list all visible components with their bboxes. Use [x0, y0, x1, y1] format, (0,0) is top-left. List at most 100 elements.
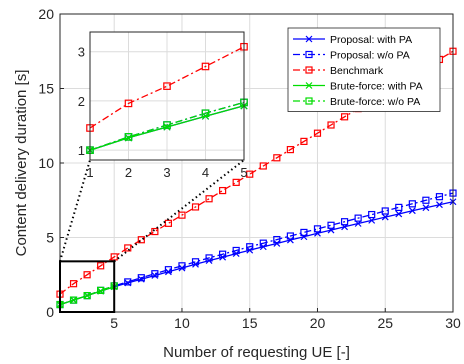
data-point — [408, 200, 416, 208]
data-point — [110, 253, 118, 261]
x-axis-label: Number of requesting UE [-] — [163, 344, 350, 361]
y-axis-label: Content delivery duration [s] — [13, 70, 30, 257]
data-point — [300, 228, 308, 237]
data-point — [69, 296, 78, 304]
data-point — [408, 207, 416, 215]
data-point — [83, 292, 91, 300]
x-tick-label: 10 — [174, 315, 190, 331]
inset-series — [86, 42, 248, 154]
x-tick-label: 5 — [110, 315, 118, 331]
inset-y-tick-label: 2 — [78, 94, 85, 109]
data-point — [259, 162, 267, 170]
data-point — [191, 203, 200, 211]
data-point — [313, 129, 322, 137]
data-point — [70, 296, 77, 304]
data-point — [327, 121, 335, 129]
data-point — [340, 113, 349, 121]
inset-series-line — [89, 46, 245, 129]
data-point — [69, 280, 78, 288]
x-tick-label: 20 — [310, 315, 326, 331]
inset-x-tick-label: 1 — [86, 165, 93, 180]
legend-marker — [305, 97, 313, 105]
data-point — [286, 145, 294, 154]
x-tick-label: 25 — [377, 315, 393, 331]
data-point — [341, 223, 349, 231]
inset-x-tick-label: 3 — [163, 165, 170, 180]
legend-marker — [305, 66, 313, 74]
data-point — [178, 211, 186, 219]
legend: Proposal: with PA Proposal: w/o PA Benchma… — [287, 27, 441, 112]
legend-marker — [305, 82, 313, 89]
zoom-region-box — [59, 260, 116, 313]
data-point — [124, 244, 132, 252]
data-point — [97, 287, 105, 295]
data-point — [273, 235, 281, 244]
series-line — [59, 285, 115, 306]
x-tick-label: 30 — [445, 315, 461, 331]
y-tick-label: 0 — [46, 304, 54, 320]
inset-frame — [89, 31, 245, 161]
data-point — [219, 253, 227, 261]
y-tick-label: 10 — [38, 155, 54, 171]
data-point — [273, 240, 281, 247]
data-point — [246, 170, 254, 178]
data-point — [164, 266, 173, 274]
data-point — [436, 201, 443, 209]
series-line — [59, 201, 454, 306]
inset-series-brute-force-with-pa — [86, 102, 248, 154]
data-point — [395, 210, 403, 218]
inset-y-tick-label: 3 — [78, 45, 85, 60]
data-point — [151, 270, 159, 278]
inset-plot: 1 2 3 4 5 1 2 3 — [78, 31, 248, 180]
data-point — [314, 229, 321, 237]
inset-series-line — [89, 101, 245, 151]
data-point — [97, 262, 105, 270]
data-point — [151, 272, 159, 279]
inset-data-point — [124, 99, 133, 108]
series-line — [59, 192, 454, 306]
x-tick-label: 15 — [242, 315, 258, 331]
data-point — [300, 137, 308, 145]
data-point — [164, 219, 173, 227]
legend-entry-proposal-with-pa: Proposal: with PA — [293, 34, 412, 46]
data-point — [381, 213, 389, 221]
inset-data-point — [201, 112, 210, 120]
data-point — [273, 154, 281, 162]
legend-marker — [305, 35, 313, 43]
data-point — [286, 236, 294, 244]
data-point — [246, 246, 254, 254]
inset-x-tick-label: 4 — [202, 165, 209, 180]
legend-label: Proposal: w/o PA — [330, 50, 410, 62]
legend-label: Proposal: with PA — [330, 34, 412, 46]
inset-x-tick-label: 2 — [125, 165, 132, 180]
zoom-connector-line — [113, 159, 245, 263]
y-tick-label: 5 — [46, 230, 54, 246]
legend-marker — [305, 50, 313, 59]
legend-entry-brute-force-with-pa: Brute-force: with PA — [293, 81, 423, 93]
data-point — [368, 210, 376, 219]
data-point — [327, 226, 335, 234]
legend-entry-proposal-w-o-pa: Proposal: w/o PA — [293, 50, 410, 62]
inset-data-point — [163, 82, 171, 90]
inset-data-point — [201, 62, 210, 71]
legend-label: Benchmark — [330, 65, 384, 77]
data-point — [137, 275, 145, 283]
data-point — [164, 268, 172, 276]
legend-entry-benchmark: Benchmark — [293, 65, 384, 77]
legend-label: Brute-force: with PA — [330, 81, 423, 93]
legend-entry-brute-force-w-o-pa: Brute-force: w/o PA — [293, 96, 420, 108]
inset-data-point — [124, 134, 133, 142]
data-point — [327, 221, 335, 229]
y-tick-label: 20 — [38, 6, 54, 22]
data-point — [232, 250, 240, 258]
data-point — [368, 216, 376, 224]
data-point — [83, 271, 91, 279]
data-point — [381, 207, 389, 215]
series-proposal-w-o-pa — [56, 189, 457, 309]
inset-data-point — [163, 123, 171, 131]
data-point — [137, 236, 145, 244]
data-point — [354, 214, 362, 222]
data-point — [422, 196, 430, 204]
